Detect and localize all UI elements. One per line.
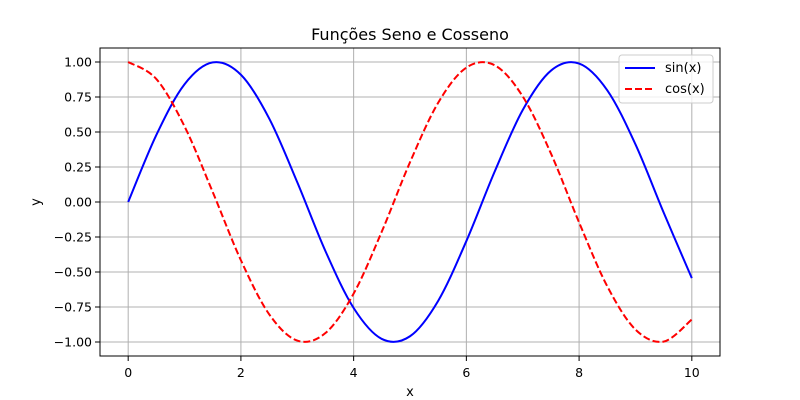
y-tick-label: 0.25: [64, 160, 92, 175]
y-tick-label: −0.25: [54, 230, 92, 245]
series-layer: [127, 61, 693, 343]
series-line-cos: [127, 61, 693, 343]
y-tick-label: −0.50: [54, 265, 92, 280]
y-axis-label: y: [29, 198, 44, 206]
y-axis-ticks: 1.00 0.75 0.50 0.25 0.00 −0.25 −0.50 −0.75 −1.00: [54, 55, 100, 350]
y-tick-label: −0.75: [54, 300, 92, 315]
series-line-sin: [127, 61, 693, 343]
y-tick-label: 0.75: [64, 90, 92, 105]
legend-sin-label: sin(x): [665, 61, 701, 76]
x-tick-label: 6: [462, 365, 470, 380]
x-tick-label: 10: [684, 365, 700, 380]
y-tick-label: 1.00: [64, 55, 92, 70]
legend: sin(x) cos(x): [618, 54, 714, 104]
x-tick-label: 8: [575, 365, 583, 380]
chart-title: Funções Seno e Cosseno: [311, 25, 509, 44]
legend-cos-label: cos(x): [665, 82, 705, 97]
y-tick-label: 0.00: [64, 195, 92, 210]
x-tick-label: 2: [237, 365, 245, 380]
grid-lines: [100, 48, 720, 356]
x-tick-label: 0: [124, 365, 132, 380]
y-tick-label: −1.00: [54, 335, 92, 350]
x-axis-label: x: [406, 385, 414, 400]
x-tick-label: 4: [350, 365, 358, 380]
x-axis-ticks: 0 2 4 6 8 10: [124, 356, 700, 380]
y-tick-label: 0.50: [64, 125, 92, 140]
